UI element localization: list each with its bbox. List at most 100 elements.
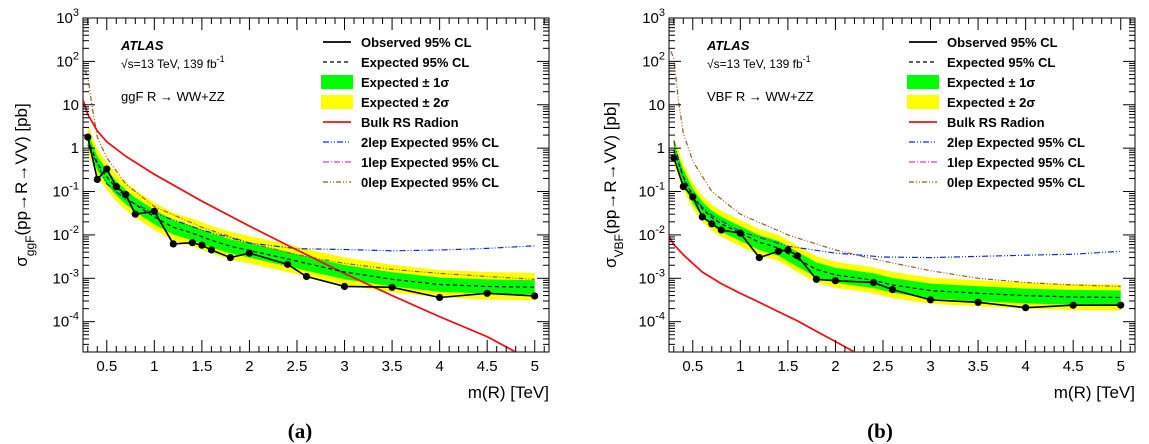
y-tick-label: 10: [62, 97, 79, 114]
x-tick-label: 2.5: [873, 358, 894, 375]
legend-swatch-band1: [907, 75, 939, 89]
observed-point: [1117, 301, 1125, 309]
energy-lumi-label: √s=13 TeV, 139 fb-1: [707, 54, 811, 71]
observed-point: [812, 275, 821, 283]
observed-point: [93, 175, 101, 183]
legend-label-theory: Bulk RS Radion: [361, 115, 459, 130]
observed-point: [736, 229, 744, 237]
y-tick-label: 10: [648, 97, 665, 114]
observed-point: [698, 213, 706, 221]
y-axis-title: σggF(pp→R→VV) [pb]: [12, 103, 37, 266]
y-tick-base: 10: [642, 10, 659, 27]
y-tick-exponent: -4: [69, 311, 79, 323]
y-tick-base: 10: [639, 270, 656, 287]
observed-point: [150, 207, 158, 215]
lep0-expected-line: [670, 51, 1121, 287]
observed-point: [388, 283, 396, 291]
panel-label-b: (b): [867, 419, 893, 443]
y-tick-exponent: -1: [655, 181, 665, 193]
y-tick-label: 103: [642, 7, 665, 27]
y-tick-label: 1: [71, 140, 79, 157]
x-tick-label: 0.5: [96, 358, 117, 375]
x-tick-label: 2.5: [287, 358, 308, 375]
y-tick-label: 1: [657, 140, 665, 157]
plot-layer: [669, 51, 1125, 352]
legend-label-expected: Expected 95% CL: [361, 55, 469, 70]
x-tick-label: 4: [435, 358, 443, 375]
axis-layer: 0.5 1 1.5 2 2.5 3 3.5 4 4.5 510-410-310-210-11101…: [53, 7, 549, 375]
expected-1sigma-band: [87, 132, 535, 295]
observed-point: [112, 183, 120, 191]
energy-lumi-text: √s=13 TeV, 139 fb: [707, 57, 803, 71]
y-tick-label: 10-1: [53, 181, 79, 201]
process-label: ggF R → WW+ZZ: [121, 89, 225, 104]
x-axis-title: m(R) [TeV]: [1054, 383, 1135, 402]
y-tick-base: 10: [53, 184, 70, 201]
y-tick-exponent: -3: [69, 267, 79, 279]
axis-layer: 0.5 1 1.5 2 2.5 3 3.5 4 4.5 510-410-310-210-11101…: [639, 7, 1135, 375]
observed-point: [793, 252, 802, 260]
panel-label-a: (a): [288, 419, 313, 443]
legend-label-band2: Expected ± 2σ: [947, 95, 1035, 110]
observed-point: [689, 193, 697, 201]
y-tick-base: 10: [639, 314, 656, 331]
y-tick-base: 10: [642, 53, 659, 70]
energy-lumi-label: √s=13 TeV, 139 fb-1: [121, 54, 225, 71]
legend-label-lep0: 0lep Expected 95% CL: [947, 175, 1085, 190]
y-tick-exponent: -1: [69, 181, 79, 193]
y-tick-base: 10: [56, 10, 73, 27]
observed-point: [103, 165, 111, 173]
observed-point: [888, 286, 897, 294]
y-tick-label: 10-3: [639, 267, 665, 287]
y-axis-title-sub: VBF: [612, 234, 626, 257]
y-tick-exponent: -2: [655, 224, 665, 236]
y-tick-exponent: -3: [655, 267, 665, 279]
lep2-expected-line: [87, 144, 535, 252]
x-tick-label: 1: [736, 358, 744, 375]
observed-point: [226, 254, 234, 262]
observed-point: [531, 292, 539, 300]
atlas-label: ATLAS: [120, 38, 164, 53]
x-tick-label: 3.5: [382, 358, 403, 375]
y-tick-exponent: 3: [73, 7, 79, 19]
legend: Observed 95% CL Expected 95% CL Expected ±…: [321, 35, 499, 190]
observed-point: [679, 183, 687, 191]
plot-area: [83, 70, 539, 352]
y-tick-base: 10: [53, 227, 70, 244]
observed-point: [926, 296, 935, 304]
observed-point: [831, 277, 840, 285]
legend-label-observed: Observed 95% CL: [361, 35, 472, 50]
observed-point: [131, 210, 139, 218]
y-tick-label: 102: [642, 50, 665, 70]
legend-label-lep0: 0lep Expected 95% CL: [361, 175, 499, 190]
observed-point: [169, 240, 177, 248]
observed-point: [974, 298, 982, 306]
legend-label-expected: Expected 95% CL: [947, 55, 1055, 70]
x-tick-label: 3.5: [968, 358, 989, 375]
process-label: VBF R → WW+ZZ: [707, 89, 814, 104]
observed-point: [122, 191, 130, 199]
observed-point: [717, 226, 725, 234]
y-tick-label: 10-2: [639, 224, 665, 244]
observed-point: [1022, 304, 1030, 312]
observed-point: [188, 239, 196, 247]
legend-swatch-band2: [321, 95, 353, 109]
y-tick-exponent: -2: [69, 224, 79, 236]
atlas-label: ATLAS: [706, 38, 750, 53]
observed-point: [1069, 301, 1077, 309]
y-tick-label: 103: [56, 7, 79, 27]
bulk-rs-radion-line: [669, 236, 855, 352]
plot-layer: [83, 70, 539, 352]
y-tick-label: 102: [56, 50, 79, 70]
observed-point: [755, 254, 763, 262]
y-tick-exponent: 2: [73, 50, 79, 62]
x-tick-label: 2: [245, 358, 253, 375]
legend-label-band1: Expected ± 1σ: [361, 75, 449, 90]
observed-point: [784, 246, 792, 254]
y-tick-exponent: -4: [655, 311, 665, 323]
x-tick-label: 5: [1117, 358, 1125, 375]
observed-point: [302, 272, 311, 281]
x-tick-label: 4: [1021, 358, 1029, 375]
panel-b: 0.5 1 1.5 2 2.5 3 3.5 4 4.5 510-410-310-210-11101…: [601, 7, 1136, 443]
